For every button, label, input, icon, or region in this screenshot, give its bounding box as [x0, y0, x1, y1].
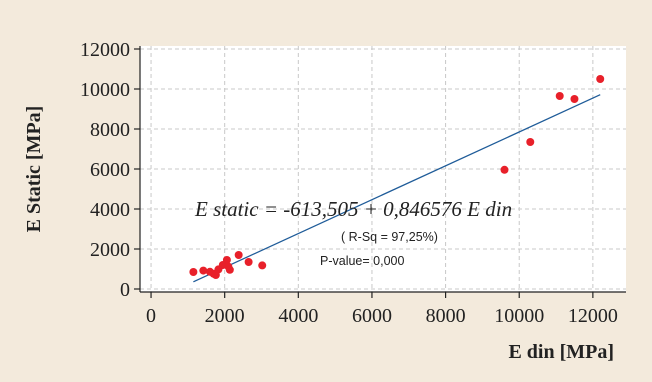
- regression-line: [193, 94, 601, 283]
- x-tick-label: 12000: [568, 305, 618, 327]
- data-point: [244, 258, 253, 266]
- data-point: [225, 265, 234, 274]
- axis-ticks: 0 2000 4000 6000 8000 10000 12000 0 2000 4000 6000…: [80, 39, 618, 327]
- r-squared-note: ( R-Sq = 97,25%): [341, 230, 438, 244]
- data-point: [596, 75, 605, 83]
- y-tick-label: 6000: [90, 159, 130, 181]
- y-tick-label: 10000: [80, 79, 130, 101]
- regression-equation: E static = -613,505 + 0,846576 E din: [194, 197, 512, 221]
- data-point: [234, 251, 243, 259]
- y-tick-label: 2000: [90, 239, 130, 261]
- x-tick-label: 6000: [352, 305, 392, 327]
- x-axis-label: E din [MPa]: [508, 341, 614, 363]
- data-point: [199, 266, 208, 275]
- y-axis-label: E Static [MPa]: [23, 106, 45, 233]
- data-point: [500, 165, 509, 174]
- y-tick-label: 8000: [90, 119, 130, 141]
- x-tick-label: 2000: [205, 305, 245, 327]
- data-points: [189, 75, 605, 279]
- x-tick-label: 10000: [494, 305, 544, 327]
- data-point: [555, 92, 564, 100]
- y-tick-label: 0: [120, 279, 130, 301]
- data-point: [526, 138, 535, 146]
- x-tick-label: 8000: [426, 305, 466, 327]
- y-tick-label: 12000: [80, 39, 130, 61]
- y-tick-label: 4000: [90, 199, 130, 221]
- data-point: [258, 261, 267, 270]
- data-point: [189, 268, 198, 276]
- regression-line-group: [193, 94, 601, 283]
- p-value-note: P-value= 0,000: [320, 254, 404, 268]
- data-point: [222, 256, 231, 264]
- data-point: [570, 95, 579, 103]
- grid-lines: [140, 46, 626, 292]
- x-tick-label: 0: [146, 305, 156, 327]
- x-tick-label: 4000: [278, 305, 318, 327]
